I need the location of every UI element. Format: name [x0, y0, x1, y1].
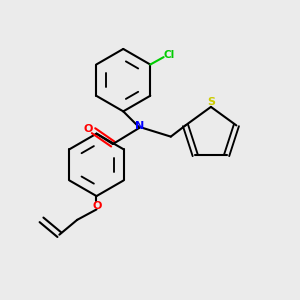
Text: Cl: Cl: [164, 50, 175, 60]
Text: N: N: [135, 121, 144, 131]
Text: S: S: [207, 98, 215, 107]
Text: O: O: [92, 201, 102, 211]
Text: O: O: [83, 124, 93, 134]
